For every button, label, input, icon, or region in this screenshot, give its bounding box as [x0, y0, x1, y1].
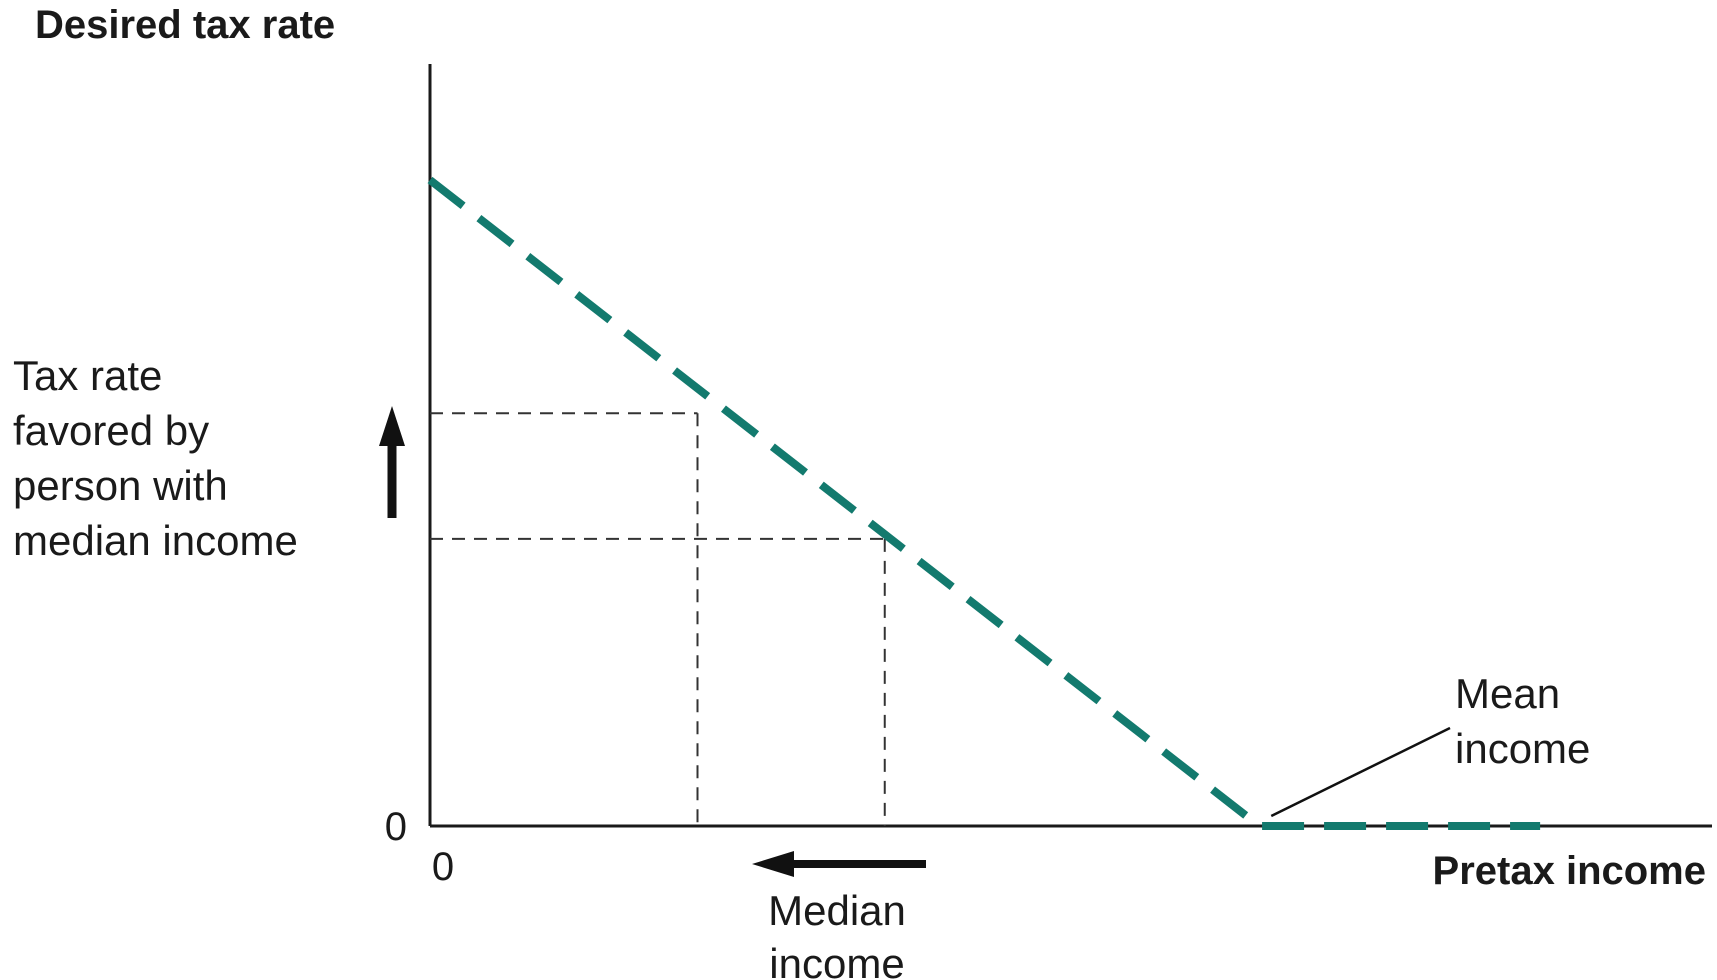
x-axis-title: Pretax income	[1433, 849, 1706, 893]
series-group	[427, 176, 1541, 830]
y-tick-label-0: 0	[385, 805, 407, 849]
y-axis-title: Desired tax rate	[35, 3, 335, 47]
x-side-label: Median income	[768, 887, 906, 980]
mean-income-label-line: Mean	[1455, 670, 1560, 717]
y-side-label-line: person with	[13, 462, 228, 509]
y-side-label-line: Tax rate	[13, 352, 162, 399]
arrows	[379, 406, 1451, 877]
x-tick-label-0: 0	[432, 845, 454, 889]
left-arrow-head	[752, 851, 794, 877]
up-arrow-head	[379, 406, 405, 446]
mean-income-leader	[1270, 726, 1451, 818]
x-side-label-line: Median	[768, 887, 906, 934]
mean-income-label-line: income	[1455, 725, 1590, 772]
y-side-label-line: median income	[13, 517, 298, 564]
x-side-label-line: income	[769, 940, 904, 980]
mean-income-label: Mean income	[1455, 670, 1590, 772]
y-side-label-line: favored by	[13, 407, 209, 454]
axes	[428, 64, 1712, 828]
texts: Desired tax rate Pretax income 0 0 Tax r…	[13, 3, 1706, 980]
guide-lines	[430, 412, 886, 826]
y-side-label: Tax rate favored by person with median i…	[13, 352, 298, 564]
series-line-0	[427, 176, 1541, 830]
